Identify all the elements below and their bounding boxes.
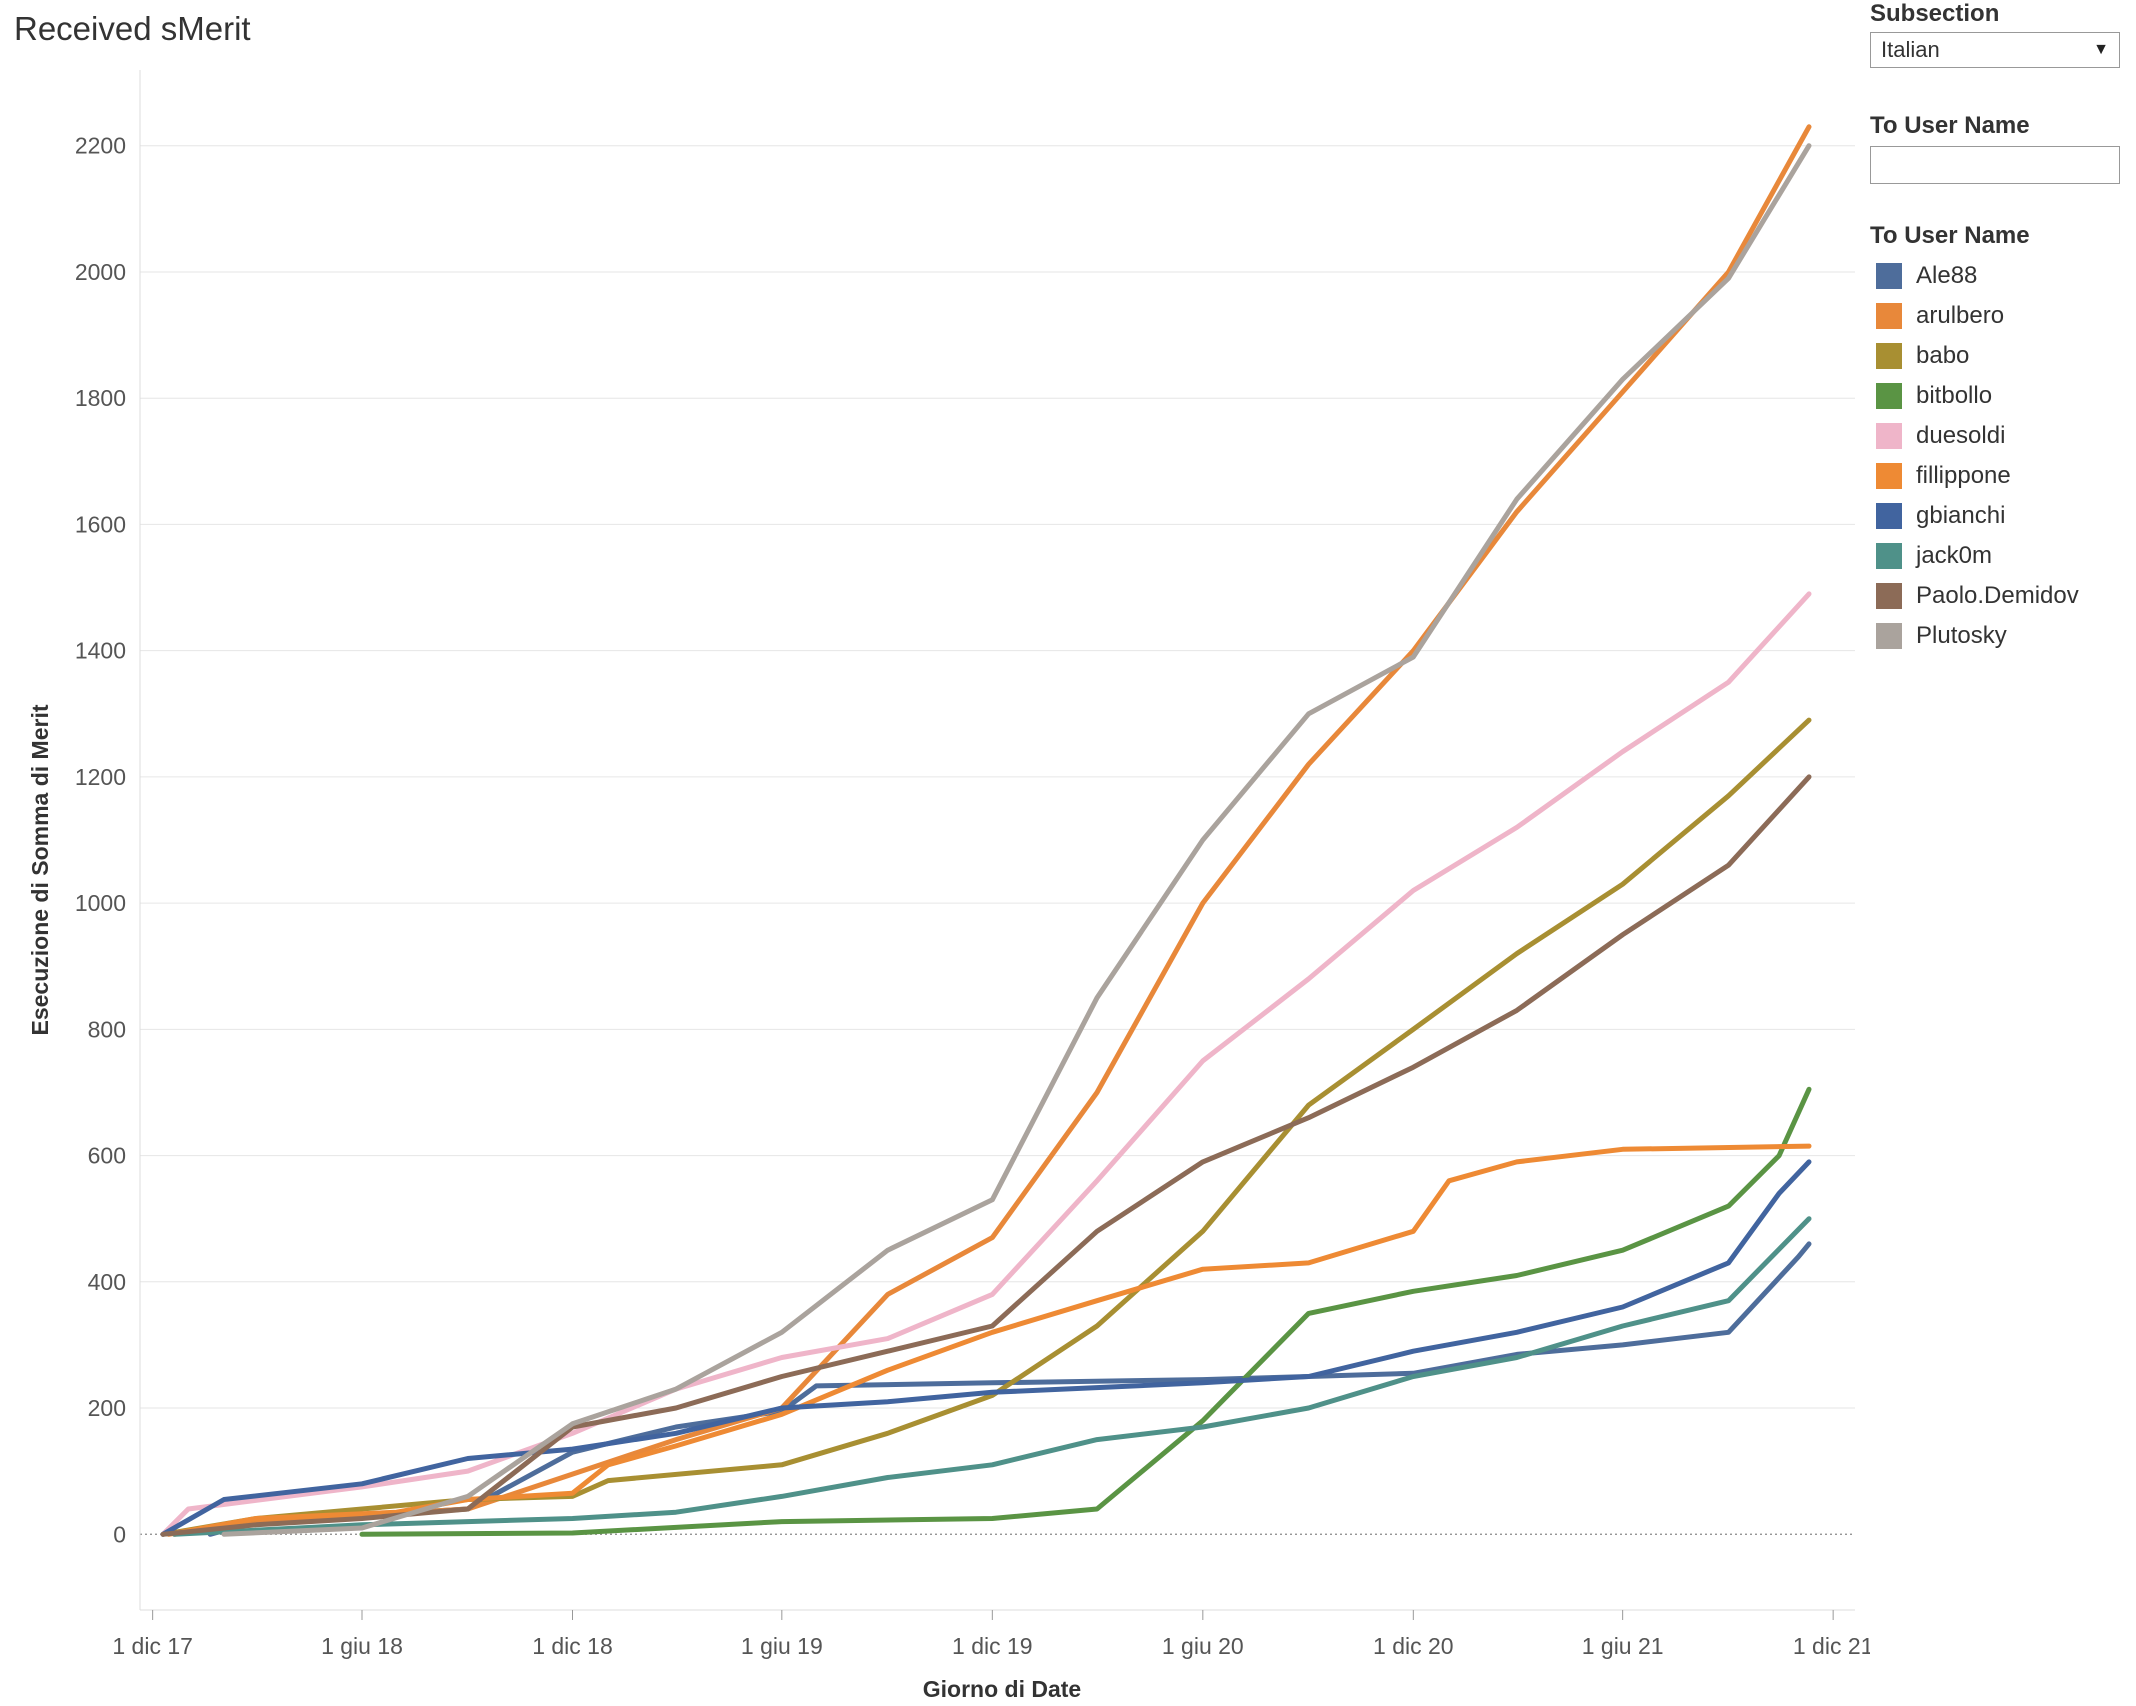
series-line-plutosky bbox=[221, 143, 1812, 1537]
legend-label: arulbero bbox=[1916, 302, 2005, 329]
legend: Ale88 arulbero babo bitbollo duesoldi fillipp… bbox=[1870, 256, 2132, 656]
legend-swatch bbox=[1876, 583, 1902, 609]
series-line-paolo-demidov bbox=[160, 774, 1812, 1537]
series-line-duesoldi bbox=[160, 591, 1812, 1537]
y-tick-label: 1200 bbox=[75, 764, 126, 790]
user-filter-label: To User Name bbox=[1870, 112, 2030, 139]
x-tick-label: 1 giu 19 bbox=[741, 1633, 823, 1659]
y-tick-label: 600 bbox=[88, 1143, 126, 1169]
legend-swatch bbox=[1876, 423, 1902, 449]
legend-label: fillippone bbox=[1916, 462, 2011, 489]
subsection-value: Italian bbox=[1881, 37, 1940, 62]
chevron-down-icon: ▼ bbox=[2093, 41, 2109, 58]
legend-label: babo bbox=[1916, 342, 1970, 369]
legend-item[interactable]: Paolo.Demidov bbox=[1870, 576, 2132, 616]
y-tick-label: 200 bbox=[88, 1395, 126, 1421]
legend-label: jack0m bbox=[1916, 542, 1993, 569]
legend-label: bitbollo bbox=[1916, 382, 1993, 409]
legend-label: duesoldi bbox=[1916, 422, 2006, 449]
y-tick-label: 0 bbox=[113, 1521, 126, 1547]
x-tick-label: 1 dic 18 bbox=[532, 1633, 613, 1659]
legend-item[interactable]: jack0m bbox=[1870, 536, 2132, 576]
legend-title: To User Name bbox=[1870, 222, 2030, 249]
y-tick-label: 1000 bbox=[75, 890, 126, 916]
legend-swatch bbox=[1876, 263, 1902, 289]
user-filter-input[interactable] bbox=[1870, 146, 2120, 184]
series-lines bbox=[160, 124, 1812, 1537]
legend-swatch bbox=[1876, 383, 1902, 409]
y-tick-label: 1800 bbox=[75, 385, 126, 411]
x-tick-label: 1 giu 18 bbox=[321, 1633, 403, 1659]
x-tick-label: 1 dic 19 bbox=[952, 1633, 1033, 1659]
y-tick-label: 1600 bbox=[75, 511, 126, 537]
chart-title: Received sMerit bbox=[14, 10, 251, 47]
legend-swatch bbox=[1876, 503, 1902, 529]
legend-label: Ale88 bbox=[1916, 262, 1978, 289]
y-tick-label: 400 bbox=[88, 1269, 126, 1295]
y-axis-label: Esecuzione di Somma di Merit bbox=[27, 704, 53, 1035]
x-tick-label: 1 giu 21 bbox=[1582, 1633, 1664, 1659]
legend-item[interactable]: Plutosky bbox=[1870, 616, 2132, 656]
chart: 0 200 400 600 800 1000 1200 1400 1600 1800 2000 220… bbox=[27, 70, 1870, 1702]
y-tick-label: 1400 bbox=[75, 638, 126, 664]
series-line-jack0m bbox=[172, 1216, 1812, 1537]
legend-item[interactable]: duesoldi bbox=[1870, 416, 2132, 456]
series-line-fillippone bbox=[166, 1143, 1812, 1537]
legend-swatch bbox=[1876, 543, 1902, 569]
legend-item[interactable]: bitbollo bbox=[1870, 376, 2132, 416]
legend-label: gbianchi bbox=[1916, 502, 2006, 529]
legend-swatch bbox=[1876, 463, 1902, 489]
y-tick-label: 2200 bbox=[75, 133, 126, 159]
legend-item[interactable]: fillippone bbox=[1870, 456, 2132, 496]
subsection-label: Subsection bbox=[1870, 0, 2000, 27]
series-line-gbianchi bbox=[160, 1159, 1812, 1537]
legend-swatch bbox=[1876, 303, 1902, 329]
subsection-dropdown[interactable]: Italian ▼ bbox=[1870, 32, 2120, 68]
series-line-bitbollo bbox=[359, 1086, 1812, 1537]
x-tick-label: 1 giu 20 bbox=[1162, 1633, 1244, 1659]
series-line-babo bbox=[160, 717, 1812, 1537]
side-panel: Subsection Italian ▼ To User Name To Use… bbox=[1870, 0, 2132, 656]
x-axis-label: Giorno di Date bbox=[923, 1676, 1081, 1702]
legend-swatch bbox=[1876, 623, 1902, 649]
x-tick-label: 1 dic 20 bbox=[1373, 1633, 1454, 1659]
y-tick-label: 800 bbox=[88, 1016, 126, 1042]
axes: 0 200 400 600 800 1000 1200 1400 1600 1800 2000 220… bbox=[75, 70, 1870, 1659]
legend-swatch bbox=[1876, 343, 1902, 369]
x-tick-label: 1 dic 21 bbox=[1793, 1633, 1870, 1659]
series-line-arulbero bbox=[172, 124, 1812, 1537]
y-tick-label: 2000 bbox=[75, 259, 126, 285]
legend-item[interactable]: arulbero bbox=[1870, 296, 2132, 336]
x-tick-label: 1 dic 17 bbox=[112, 1633, 193, 1659]
legend-label: Paolo.Demidov bbox=[1916, 582, 2079, 609]
grid-lines bbox=[140, 145, 1855, 1535]
legend-label: Plutosky bbox=[1916, 622, 2007, 649]
legend-item[interactable]: babo bbox=[1870, 336, 2132, 376]
legend-item[interactable]: Ale88 bbox=[1870, 256, 2132, 296]
legend-item[interactable]: gbianchi bbox=[1870, 496, 2132, 536]
